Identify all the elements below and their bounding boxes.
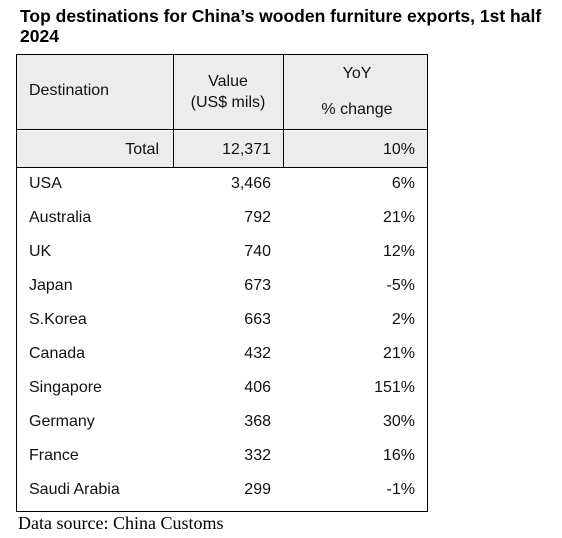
header-background	[17, 55, 427, 129]
row-value: 3,466	[230, 175, 271, 192]
row-yoy: 2%	[391, 311, 415, 328]
row-value: 432	[244, 345, 271, 362]
total-value: 12,371	[222, 141, 271, 158]
row-destination: France	[29, 447, 79, 464]
header-yoy-line1: YoY	[342, 65, 372, 82]
header-destination: Destination	[29, 82, 110, 99]
row-yoy: -5%	[386, 277, 415, 294]
row-yoy: -1%	[386, 481, 415, 498]
total-divider	[17, 167, 427, 168]
header-value-line1: Value	[208, 73, 248, 90]
row-destination: Canada	[29, 345, 86, 362]
row-yoy: 6%	[391, 175, 415, 192]
chart-title: Top destinations for China’s wooden furn…	[20, 6, 542, 46]
row-value: 368	[244, 413, 271, 430]
row-yoy: 21%	[382, 345, 415, 362]
row-destination: S.Korea	[29, 311, 87, 328]
row-yoy: 12%	[382, 243, 415, 260]
total-row-background	[17, 131, 427, 167]
row-value: 792	[244, 209, 271, 226]
header-yoy-line2: % change	[321, 101, 393, 118]
row-yoy: 16%	[382, 447, 415, 464]
header-divider	[17, 129, 427, 130]
row-value: 740	[244, 243, 271, 260]
row-destination: Australia	[29, 209, 92, 226]
total-yoy: 10%	[382, 141, 415, 158]
row-destination: Singapore	[29, 379, 102, 396]
row-value: 673	[244, 277, 271, 294]
row-destination: UK	[29, 243, 52, 260]
total-label: Total	[125, 141, 159, 158]
row-destination: USA	[29, 175, 62, 192]
row-yoy: 21%	[382, 209, 415, 226]
column-divider	[283, 55, 284, 167]
data-source-note: Data source: China Customs	[18, 513, 224, 533]
row-value: 406	[244, 379, 271, 396]
row-destination: Japan	[29, 277, 73, 294]
data-table: Destination Value (US$ mils) YoY % chang…	[16, 54, 428, 512]
row-yoy: 30%	[382, 413, 415, 430]
row-yoy: 151%	[374, 379, 415, 396]
row-destination: Germany	[29, 413, 95, 430]
header-value: Value (US$ mils)	[173, 71, 283, 113]
header-value-line2: (US$ mils)	[190, 94, 266, 111]
row-value: 663	[244, 311, 271, 328]
row-destination: Saudi Arabia	[29, 481, 120, 498]
column-divider	[173, 55, 174, 167]
row-value: 299	[244, 481, 271, 498]
row-value: 332	[244, 447, 271, 464]
